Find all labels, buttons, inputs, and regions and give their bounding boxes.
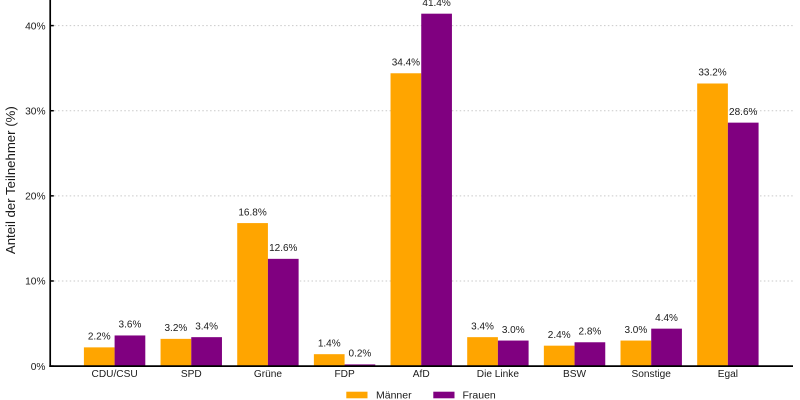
- svg-text:Egal: Egal: [718, 369, 738, 380]
- svg-text:AfD: AfD: [413, 369, 430, 380]
- svg-text:2.2%: 2.2%: [88, 332, 111, 343]
- svg-text:12.6%: 12.6%: [269, 243, 297, 254]
- svg-text:Sonstige: Sonstige: [632, 369, 672, 380]
- svg-text:Männer: Männer: [376, 390, 412, 400]
- svg-text:10%: 10%: [25, 277, 45, 288]
- svg-text:33.2%: 33.2%: [698, 68, 726, 79]
- svg-text:0%: 0%: [31, 362, 46, 373]
- svg-text:40%: 40%: [25, 21, 45, 32]
- svg-text:Frauen: Frauen: [463, 390, 496, 400]
- svg-text:BSW: BSW: [563, 369, 587, 380]
- svg-text:Die Linke: Die Linke: [477, 369, 520, 380]
- svg-text:4.4%: 4.4%: [655, 313, 678, 324]
- svg-text:3.0%: 3.0%: [502, 325, 525, 336]
- svg-text:34.4%: 34.4%: [392, 57, 420, 68]
- svg-text:CDU/CSU: CDU/CSU: [92, 369, 138, 380]
- svg-text:3.4%: 3.4%: [195, 321, 218, 332]
- svg-text:Grüne: Grüne: [254, 369, 283, 380]
- svg-text:3.4%: 3.4%: [471, 321, 494, 332]
- svg-text:3.6%: 3.6%: [119, 320, 142, 331]
- svg-text:20%: 20%: [25, 192, 45, 203]
- svg-text:FDP: FDP: [334, 369, 354, 380]
- svg-text:1.4%: 1.4%: [318, 338, 341, 349]
- svg-text:30%: 30%: [25, 106, 45, 117]
- svg-text:28.6%: 28.6%: [729, 107, 757, 118]
- svg-text:2.8%: 2.8%: [579, 326, 602, 337]
- svg-text:2.4%: 2.4%: [548, 330, 571, 341]
- svg-text:3.0%: 3.0%: [624, 325, 647, 336]
- svg-text:3.2%: 3.2%: [165, 323, 188, 334]
- svg-text:41.4%: 41.4%: [422, 0, 450, 9]
- svg-text:SPD: SPD: [181, 369, 202, 380]
- svg-text:16.8%: 16.8%: [238, 207, 266, 218]
- svg-text:0.2%: 0.2%: [349, 349, 372, 360]
- svg-text:Anteil der Teilnehmer (%): Anteil der Teilnehmer (%): [3, 106, 18, 254]
